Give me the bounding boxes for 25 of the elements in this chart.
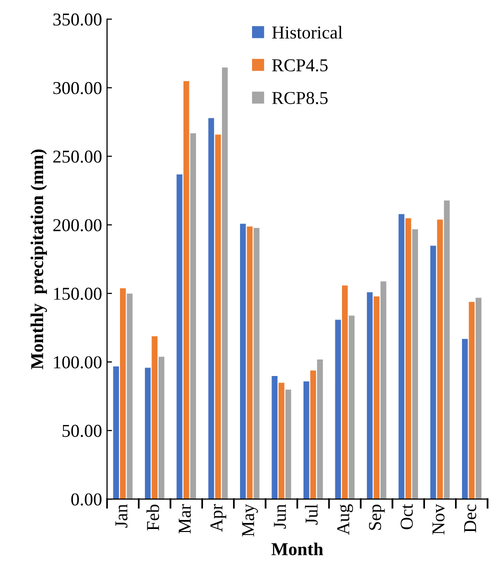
x-axis-title: Month <box>272 542 324 556</box>
y-tick-label: 300.00 <box>53 82 102 94</box>
legend-label: RCP4.5 <box>272 59 328 72</box>
y-tick-label: 0.00 <box>71 493 102 506</box>
y-tick-label: 100.00 <box>54 356 102 368</box>
y-tick-label: 200.00 <box>53 219 102 232</box>
x-tick-label: Dec <box>464 504 476 532</box>
legend-label: Historical <box>272 26 342 39</box>
y-tick-label: 150.00 <box>54 288 102 300</box>
legend-label: RCP8.5 <box>272 92 328 104</box>
y-tick-label: 350.00 <box>53 13 102 26</box>
x-tick-label: Jan <box>115 504 128 528</box>
x-tick-label: Jul <box>304 504 318 525</box>
x-tick-label: Mar <box>178 504 191 534</box>
x-tick-label: Feb <box>146 504 160 531</box>
x-tick-label: Aug <box>337 504 354 535</box>
y-tick-label: 50.00 <box>62 424 102 438</box>
x-tick-label: Jun <box>274 504 286 529</box>
x-tick-label: Nov <box>432 504 445 535</box>
x-tick-label: Oct <box>400 504 413 530</box>
y-tick-label: 250.00 <box>53 150 102 163</box>
y-axis-title: Monthly precipitation (mm) <box>30 149 47 370</box>
x-tick-label: Apr <box>210 504 226 532</box>
x-tick-label: May <box>242 504 258 537</box>
x-tick-label: Sep <box>368 504 385 530</box>
